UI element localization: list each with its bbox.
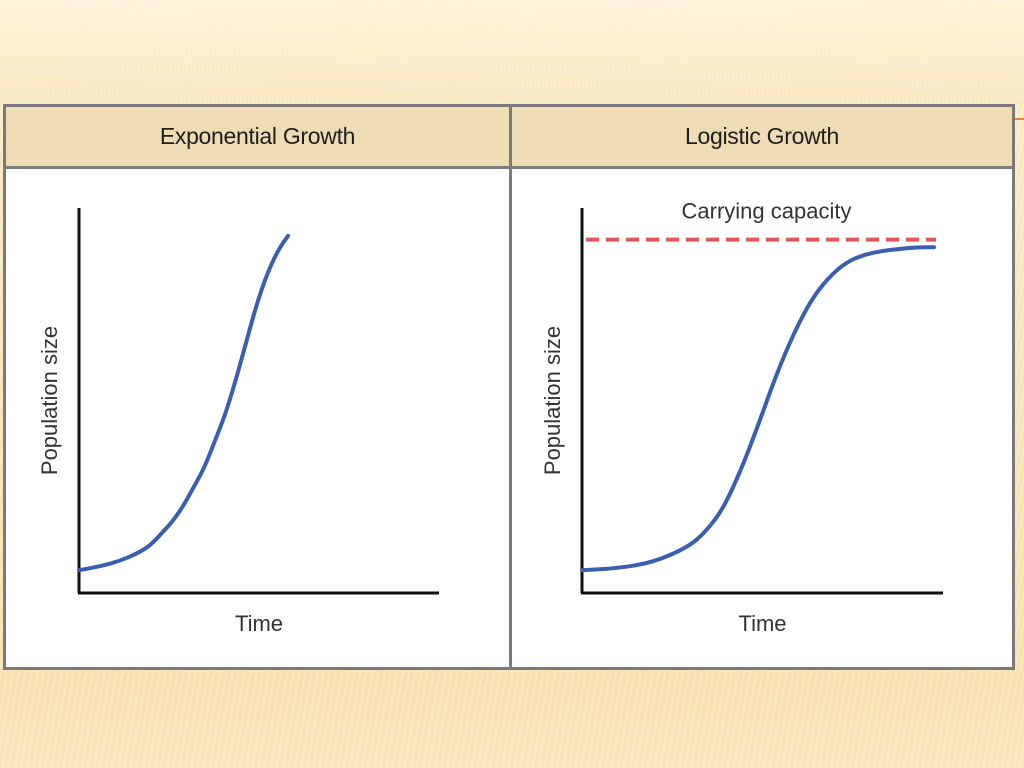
exponential-x-axis-label: Time [235, 611, 283, 636]
carrying-capacity-label: Carrying capacity [682, 199, 852, 224]
slide-accent-line [1012, 118, 1024, 120]
exponential-growth-plot: Time Population size [37, 208, 439, 636]
plots-canvas: Time Population size Carrying capacity T… [37, 199, 943, 636]
logistic-growth-plot: Carrying capacity Time Population size [540, 199, 943, 636]
logistic-growth-title: Logistic Growth [684, 123, 839, 149]
exponential-growth-title: Exponential Growth [159, 123, 356, 149]
growth-comparison-figure: Exponential Growth Logistic Growth Time … [3, 104, 1015, 670]
column-divider [509, 107, 512, 667]
exponential-y-axis-label: Population size [37, 326, 62, 475]
slide-top-band [0, 0, 1024, 104]
slide-bottom-band [0, 672, 1024, 768]
logistic-y-axis-label: Population size [540, 326, 565, 475]
logistic-x-axis-label: Time [738, 611, 786, 636]
logistic-growth-curve [580, 245, 936, 573]
exponential-growth-curve [77, 233, 290, 573]
